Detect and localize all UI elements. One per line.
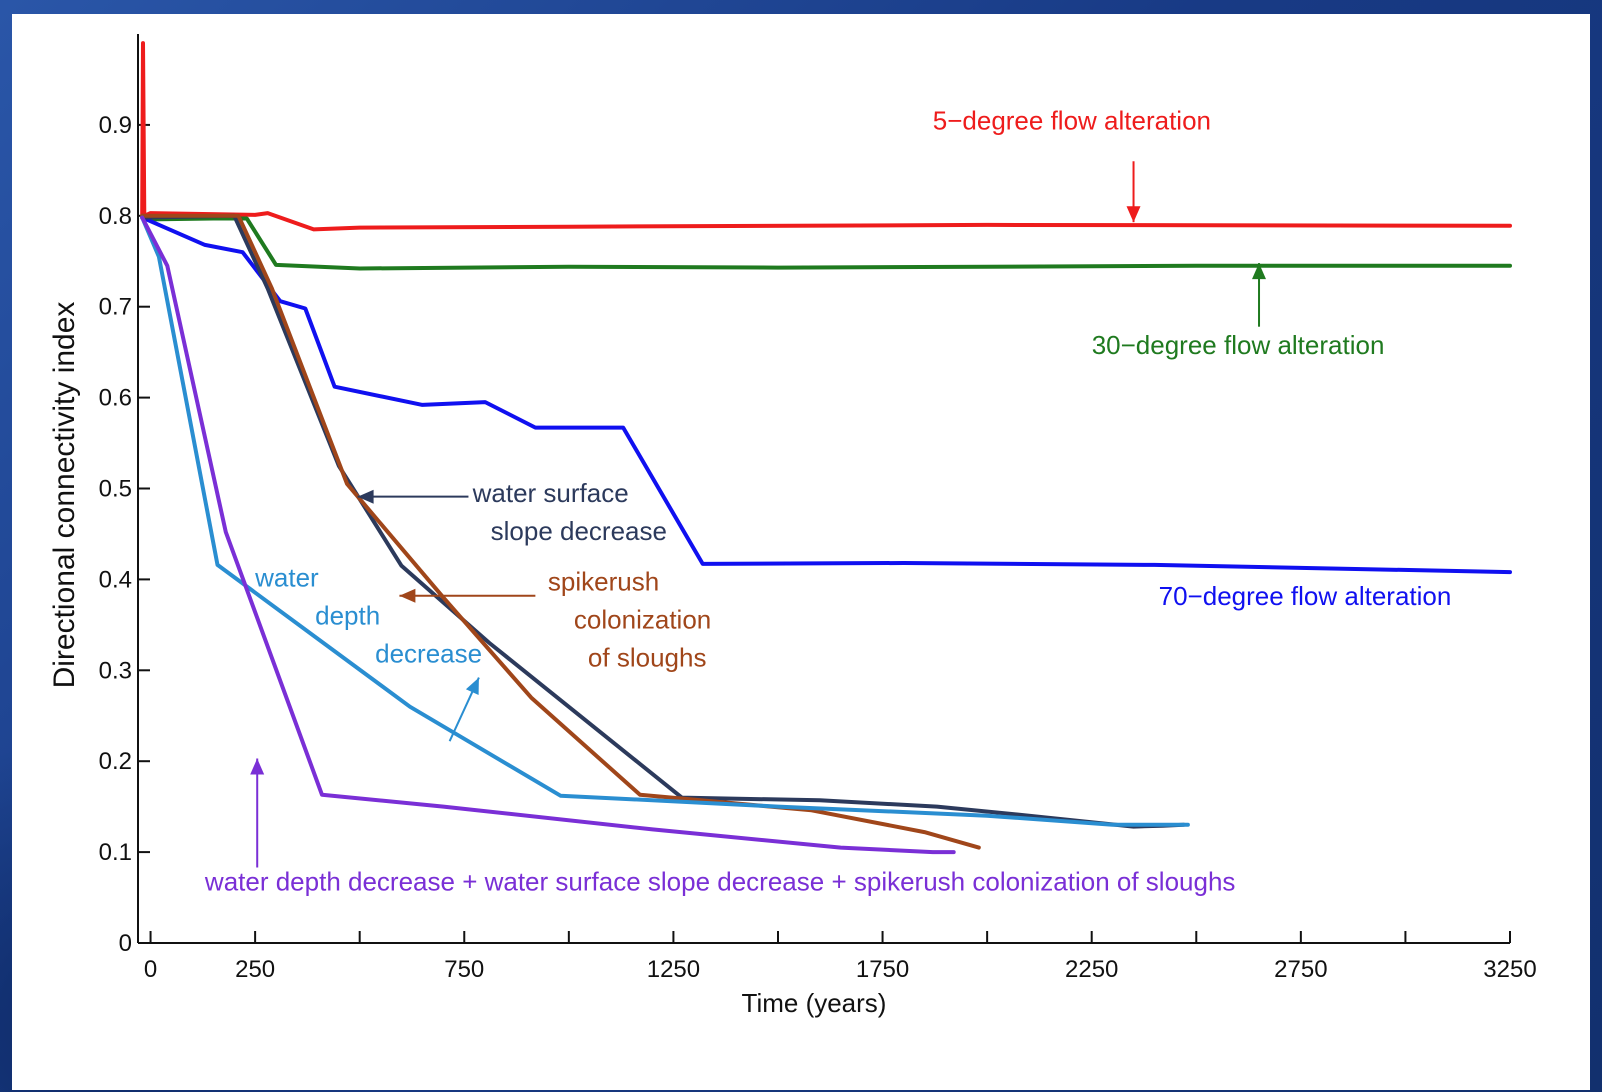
series-line-6 <box>140 215 1190 827</box>
annotation-line: colonization <box>574 604 711 634</box>
annotation-arrowhead <box>399 588 416 603</box>
annotation-label-4: water surface slope decrease <box>472 478 667 546</box>
x-tick-label: 250 <box>235 956 275 983</box>
y-tick-label: 0.2 <box>99 748 132 775</box>
annotation-label-6: water depth decrease <box>254 563 482 669</box>
annotation-line: of sloughs <box>588 642 707 672</box>
annotation-line: 70−degree flow alteration <box>1159 581 1452 611</box>
x-tick-label: 1250 <box>647 956 700 983</box>
x-tick-label: 3250 <box>1483 956 1536 983</box>
y-tick-label: 0.9 <box>99 112 132 139</box>
annotation-line: spikerush <box>548 566 659 596</box>
series-line-5 <box>140 213 981 850</box>
annotation-label-3: 70−degree flow alteration <box>1159 581 1452 611</box>
annotation-arrowhead <box>1126 206 1141 223</box>
annotation-line: decrease <box>375 639 482 669</box>
line-chart: 0 0.1 0.2 0.3 0.4 0.5 0.6 0.7 0.8 0.9 0 250 750 1250 1… <box>48 34 1537 1018</box>
annotation-arrowhead <box>465 677 479 695</box>
y-tick-label: 0.4 <box>99 566 132 593</box>
annotation-arrowhead <box>250 758 265 775</box>
annotation-arrowhead <box>357 489 374 504</box>
annotation-label-7: water depth decrease + water surface slo… <box>204 866 1236 896</box>
y-tick-label: 0.1 <box>99 839 132 866</box>
y-tick-label: 0 <box>119 930 132 957</box>
annotation-label-1: 5−degree flow alteration <box>933 105 1211 135</box>
annotation-label-2: 30−degree flow alteration <box>1092 330 1385 360</box>
annotation-line: water <box>254 563 319 593</box>
annotation-line: slope decrease <box>491 516 667 546</box>
series-group <box>140 41 1512 855</box>
y-tick-label: 0.7 <box>99 294 132 321</box>
series-line-2 <box>140 213 1512 271</box>
x-tick-label: 2250 <box>1065 956 1118 983</box>
x-axis-label: Time (years) <box>742 988 887 1018</box>
annotation-label-5: spikerush colonization of sloughs <box>548 566 711 672</box>
series-line-7 <box>140 215 956 855</box>
annotation-arrowhead <box>1252 263 1266 280</box>
axes: 0 0.1 0.2 0.3 0.4 0.5 0.6 0.7 0.8 0.9 0 250 750 1250 1… <box>99 34 1537 983</box>
annotation-line: water depth decrease + water surface slo… <box>204 866 1236 896</box>
series-line-1 <box>140 41 1512 232</box>
y-tick-label: 0.6 <box>99 385 132 412</box>
x-tick-label: 0 <box>144 956 157 983</box>
annotation-line: 30−degree flow alteration <box>1092 330 1385 360</box>
y-axis-label: Directional connectivity index <box>48 302 81 689</box>
annotations-group: 5−degree flow alteration 30−degree flow a… <box>204 105 1451 896</box>
figure-panel: 0 0.1 0.2 0.3 0.4 0.5 0.6 0.7 0.8 0.9 0 250 750 1250 1… <box>12 14 1590 1090</box>
series-line-3 <box>140 215 1512 575</box>
annotation-line: water surface <box>472 478 629 508</box>
annotation-line: depth <box>315 601 380 631</box>
y-tick-label: 0.3 <box>99 657 132 684</box>
annotation-line: 5−degree flow alteration <box>933 105 1211 135</box>
x-tick-label: 1750 <box>856 956 909 983</box>
x-tick-label: 750 <box>444 956 484 983</box>
y-tick-label: 0.8 <box>99 203 132 230</box>
x-tick-label: 2750 <box>1274 956 1327 983</box>
y-tick-label: 0.5 <box>99 476 132 503</box>
